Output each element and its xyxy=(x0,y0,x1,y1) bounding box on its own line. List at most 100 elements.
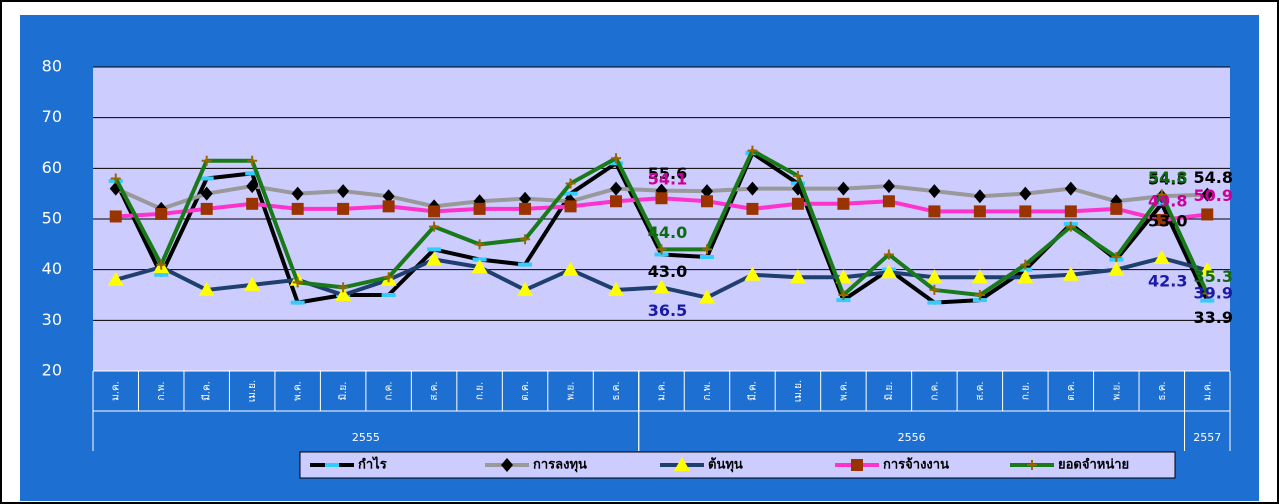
marker xyxy=(517,281,534,296)
marker xyxy=(247,155,258,166)
marker xyxy=(426,251,443,266)
marker xyxy=(928,205,941,218)
marker xyxy=(882,179,895,194)
marker xyxy=(107,271,124,286)
data-label: 36.5 xyxy=(648,301,687,320)
x-tick-label: เม.ย. xyxy=(247,380,258,402)
y-tick-label: 20 xyxy=(42,361,62,380)
marker xyxy=(610,181,623,196)
marker xyxy=(337,184,350,199)
marker xyxy=(200,186,213,201)
marker xyxy=(1019,186,1032,201)
x-tick-label: ก.ย. xyxy=(1020,382,1031,400)
marker xyxy=(611,153,622,164)
marker xyxy=(1017,269,1034,284)
marker xyxy=(1064,181,1077,196)
marker xyxy=(654,252,669,257)
marker xyxy=(291,186,304,201)
marker xyxy=(335,287,352,301)
group-label: 2555 xyxy=(352,431,380,444)
x-tick-label: ธ.ค. xyxy=(1157,381,1168,400)
marker xyxy=(381,293,396,297)
marker xyxy=(838,290,849,300)
marker xyxy=(474,239,485,250)
marker xyxy=(427,247,442,252)
x-tick-label: ต.ค. xyxy=(520,381,531,401)
marker xyxy=(744,266,761,281)
marker xyxy=(154,272,169,277)
marker xyxy=(882,195,895,208)
data-label: 43.0 xyxy=(648,262,687,281)
marker xyxy=(656,244,667,255)
x-tick-label: ส.ค. xyxy=(429,381,440,400)
data-label: 49.8 xyxy=(1148,192,1187,211)
legend-label: การจ้างงาน xyxy=(883,457,949,473)
data-label: 55.6 xyxy=(648,164,687,183)
x-tick-label: ส.ค. xyxy=(975,381,986,400)
y-tick-label: 30 xyxy=(42,310,62,329)
data-label: 54.8 xyxy=(1148,168,1187,187)
marker xyxy=(473,202,486,215)
data-label: 53.0 xyxy=(1148,211,1187,230)
marker xyxy=(746,202,759,215)
marker xyxy=(562,261,579,276)
marker xyxy=(789,269,806,284)
marker xyxy=(837,197,850,210)
data-label: 44.0 xyxy=(648,223,687,242)
marker xyxy=(700,184,713,199)
marker xyxy=(851,459,863,471)
marker xyxy=(155,207,168,220)
marker xyxy=(325,463,339,467)
x-tick-label: เม.ย. xyxy=(793,380,804,402)
legend-label: กำไร xyxy=(358,456,387,473)
marker xyxy=(292,277,303,288)
marker xyxy=(926,269,943,284)
marker xyxy=(837,181,850,196)
marker xyxy=(973,205,986,218)
marker xyxy=(701,244,712,255)
marker xyxy=(1156,189,1167,200)
marker xyxy=(700,195,713,208)
marker xyxy=(1201,208,1214,221)
marker xyxy=(792,170,803,181)
y-tick-label: 80 xyxy=(42,57,62,76)
marker xyxy=(519,191,532,206)
legend-label: การลงทุน xyxy=(533,458,587,473)
marker xyxy=(1202,288,1213,299)
marker xyxy=(608,281,625,296)
marker xyxy=(337,202,350,215)
x-tick-label: มิ.ย. xyxy=(884,382,895,401)
marker xyxy=(565,178,576,189)
group-label: 2557 xyxy=(1193,431,1221,444)
marker xyxy=(338,282,349,293)
x-tick-label: มิ.ย. xyxy=(338,382,349,401)
marker xyxy=(1155,214,1168,227)
marker xyxy=(244,276,261,291)
marker xyxy=(156,259,167,270)
marker xyxy=(110,173,121,184)
data-label: 33.9 xyxy=(1194,308,1233,327)
legend-label: ต้นทุน xyxy=(708,457,743,473)
x-tick-label: ก.ย. xyxy=(475,382,486,400)
y-tick-label: 40 xyxy=(42,259,62,278)
marker xyxy=(674,457,690,471)
marker xyxy=(653,279,670,294)
marker xyxy=(198,281,215,296)
marker xyxy=(972,298,987,303)
marker xyxy=(1019,205,1032,218)
marker xyxy=(564,200,577,213)
marker xyxy=(974,290,985,300)
x-tick-label: มี.ค. xyxy=(746,381,758,401)
x-tick-label: ก.ค. xyxy=(929,381,940,400)
marker xyxy=(973,189,986,204)
data-label: 50.9 xyxy=(1194,186,1233,205)
marker xyxy=(1064,205,1077,218)
data-label: 39.9 xyxy=(1194,284,1233,303)
marker xyxy=(971,269,988,284)
marker xyxy=(563,191,578,196)
data-label: 42.3 xyxy=(1148,272,1187,291)
x-tick-label: มี.ค. xyxy=(201,381,213,401)
marker xyxy=(520,234,531,245)
marker xyxy=(1153,250,1170,265)
marker xyxy=(382,189,395,204)
